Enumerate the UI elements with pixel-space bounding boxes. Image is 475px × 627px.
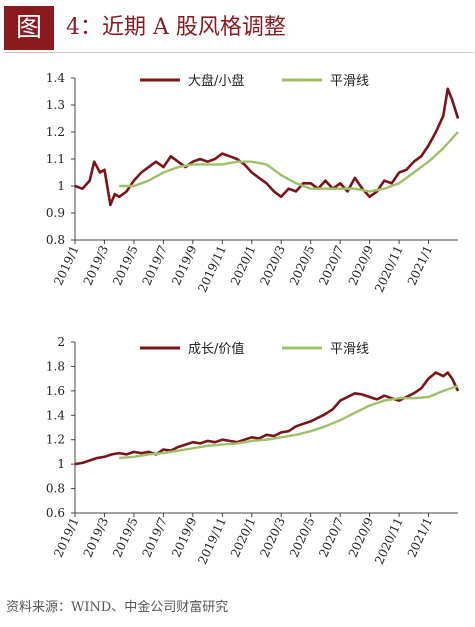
y-tick-label: 1.2: [46, 433, 65, 447]
series-line-smoothed: [119, 384, 459, 460]
y-tick-label: 1.4: [46, 71, 65, 85]
x-tick-label: 2020/1: [228, 515, 259, 559]
x-tick-label: 2020/3: [257, 243, 288, 287]
x-tick-label: 2019/3: [81, 515, 112, 559]
y-tick-label: 1.3: [46, 98, 65, 112]
y-tick-label: 1.6: [46, 384, 65, 398]
y-tick-label: 1.2: [46, 125, 65, 139]
y-tick-label: 0.8: [46, 233, 65, 247]
y-tick-label: 0.8: [46, 482, 65, 496]
y-tick-label: 1.8: [46, 359, 65, 373]
x-tick-label: 2020/3: [257, 515, 288, 559]
figure-title: 4：近期 A 股风格调整: [66, 15, 286, 40]
y-tick-label: 1.1: [46, 152, 65, 166]
x-tick-label: 2019/11: [195, 515, 229, 566]
x-tick-label: 2020/11: [372, 243, 406, 294]
legend-label: 平滑线: [330, 342, 369, 357]
x-tick-label: 2019/11: [195, 243, 229, 294]
x-tick-label: 2019/7: [140, 515, 171, 559]
x-tick-label: 2020/7: [316, 243, 347, 287]
x-tick-label: 2021/1: [405, 515, 436, 559]
header-divider: [4, 52, 474, 53]
x-tick-label: 2020/1: [228, 243, 259, 287]
x-tick-label: 2019/1: [51, 515, 82, 559]
x-tick-label: 2019/1: [51, 243, 82, 287]
y-tick-label: 0.9: [46, 206, 65, 220]
figure-tag: 图: [4, 6, 54, 50]
y-tick-label: 1: [57, 457, 65, 471]
series-line-primary: [74, 87, 460, 207]
x-tick-label: 2019/9: [169, 243, 200, 287]
source-note: 资料来源：WIND、中金公司财富研究: [6, 600, 229, 615]
x-tick-label: 2020/9: [346, 243, 377, 287]
x-tick-label: 2020/5: [287, 243, 318, 287]
legend-label: 平滑线: [330, 74, 369, 89]
x-tick-label: 2019/7: [140, 243, 171, 287]
chart-growth-value: 0.60.811.21.41.61.822019/12019/32019/520…: [46, 335, 460, 566]
y-tick-label: 1: [57, 179, 65, 193]
x-tick-label: 2019/5: [110, 243, 141, 287]
x-tick-label: 2020/11: [372, 515, 406, 566]
x-tick-label: 2020/5: [287, 515, 318, 559]
x-tick-label: 2019/5: [110, 515, 141, 559]
x-tick-label: 2019/3: [81, 243, 112, 287]
y-tick-label: 0.6: [46, 506, 65, 520]
y-tick-label: 1.4: [46, 408, 65, 422]
y-tick-label: 2: [57, 335, 65, 349]
chart-large-small-cap: 0.80.911.11.21.31.42019/12019/32019/5201…: [46, 71, 460, 294]
series-line-primary: [74, 371, 460, 466]
x-tick-label: 2021/1: [405, 243, 436, 287]
x-tick-label: 2019/9: [169, 515, 200, 559]
series-line-smoothed: [119, 131, 459, 193]
legend-label: 大盘/小盘: [188, 73, 244, 89]
x-tick-label: 2020/9: [346, 515, 377, 559]
x-tick-label: 2020/7: [316, 515, 347, 559]
legend-label: 成长/价值: [188, 341, 244, 357]
figure-header: 图 4：近期 A 股风格调整: [0, 0, 475, 60]
